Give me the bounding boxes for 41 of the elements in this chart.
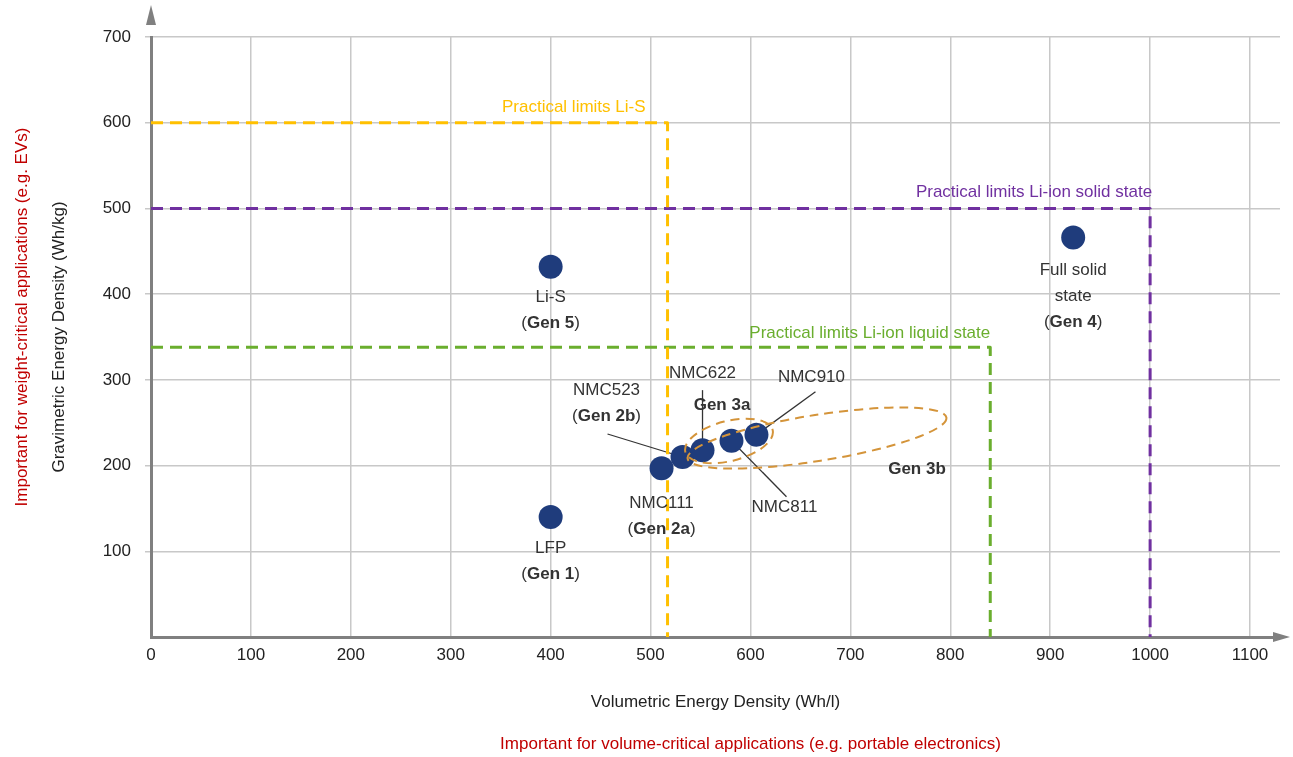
x-tick-label: 900 (1036, 644, 1065, 664)
y-axis-title: Gravimetric Energy Density (Wh/kg) (48, 201, 68, 473)
x-tick-label: 400 (536, 644, 565, 664)
point (538, 254, 563, 279)
series-label: Practical limits Li-ion liquid state (749, 322, 991, 342)
x-tick-label: 500 (636, 644, 665, 664)
y-tick-label: 100 (102, 540, 131, 560)
text: Important for weight-critical applications (e.g. EVs) (12, 127, 32, 507)
point (1061, 225, 1086, 250)
annotation: LFP (Gen 1) (521, 537, 580, 583)
x-tick-label: 200 (336, 644, 366, 664)
series-label: Practical limits Li-S (501, 97, 646, 117)
x-tick-label: 600 (736, 644, 765, 664)
annotation: NMC910 (777, 367, 846, 387)
y-tick-label: 200 (102, 455, 131, 475)
annotation: NMC811 (751, 497, 818, 517)
point (690, 438, 715, 463)
annotation: Full solid state (Gen 4) (1039, 260, 1107, 332)
x-tick-label: 1000 (1131, 644, 1170, 664)
annotation: Gen 3b (888, 458, 946, 478)
y-tick-label: 700 (102, 26, 131, 46)
x-tick-label: 1100 (1231, 644, 1269, 664)
point (538, 505, 563, 529)
y-tick-label: 600 (102, 112, 131, 132)
y-tick-label: 400 (102, 283, 131, 303)
point (649, 456, 674, 481)
annotation: NMC523 (Gen 2b) (572, 379, 642, 425)
annotation: Li-S (Gen 5) (521, 287, 580, 333)
y-tick-label: 300 (102, 369, 131, 389)
x-tick-label: 800 (936, 644, 965, 664)
series-label: Practical limits Li-ion solid state (915, 182, 1153, 202)
text: Important for volume-critical applications (e.g. portable electronics) (500, 734, 1001, 754)
x-tick-label: 100 (236, 644, 266, 664)
x-tick-label: 700 (836, 644, 865, 664)
y-tick-label: 500 (102, 198, 131, 218)
annotation: NMC622 (668, 362, 737, 382)
x-tick-label: 0 (146, 644, 156, 664)
x-tick-label: 300 (436, 644, 465, 664)
x-axis-title: Volumetric Energy Density (Wh/l) (590, 692, 841, 712)
annotation: NMC111 (Gen 2a) (627, 492, 696, 538)
point (744, 422, 769, 447)
